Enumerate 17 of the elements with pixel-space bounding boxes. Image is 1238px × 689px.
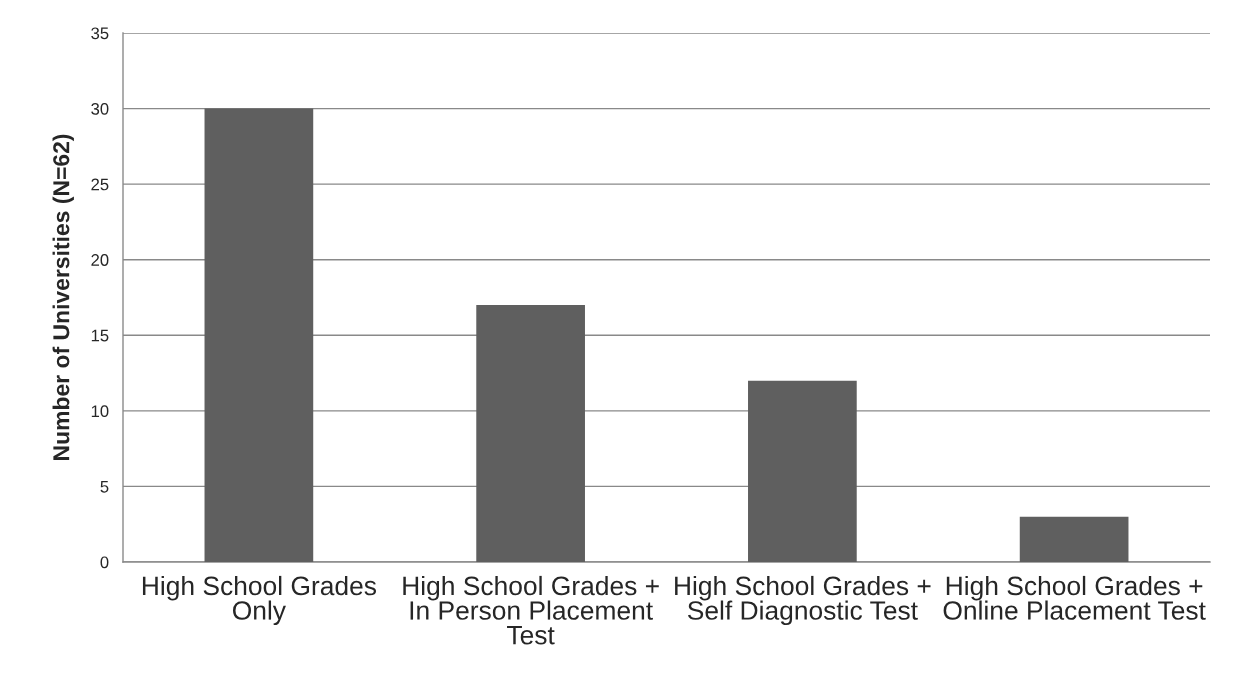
x-tick-label: High School Grades + In Person Placement Test: [403, 575, 659, 645]
y-axis-title: Number of Universities (N=62): [52, 134, 74, 460]
y-tick-label: 0: [100, 556, 109, 569]
bar: [204, 108, 314, 562]
y-tick-label: 35: [91, 27, 109, 40]
y-tick-label: 20: [91, 254, 109, 266]
y-tick-label: 25: [91, 178, 109, 191]
bar: [748, 380, 857, 562]
bar: [1019, 516, 1129, 562]
x-tick-label: High School Grades Only: [142, 575, 377, 626]
y-tick-label: 10: [91, 405, 109, 418]
y-tick-label: 15: [91, 329, 109, 342]
bar: [476, 305, 585, 562]
y-tick-label: 30: [91, 102, 109, 115]
x-tick-label: High School Grades + Online Placement Test: [943, 575, 1206, 620]
y-tick-label: 5: [100, 481, 109, 493]
x-tick-label: High School Grades + Self Diagnostic Test: [675, 575, 931, 626]
